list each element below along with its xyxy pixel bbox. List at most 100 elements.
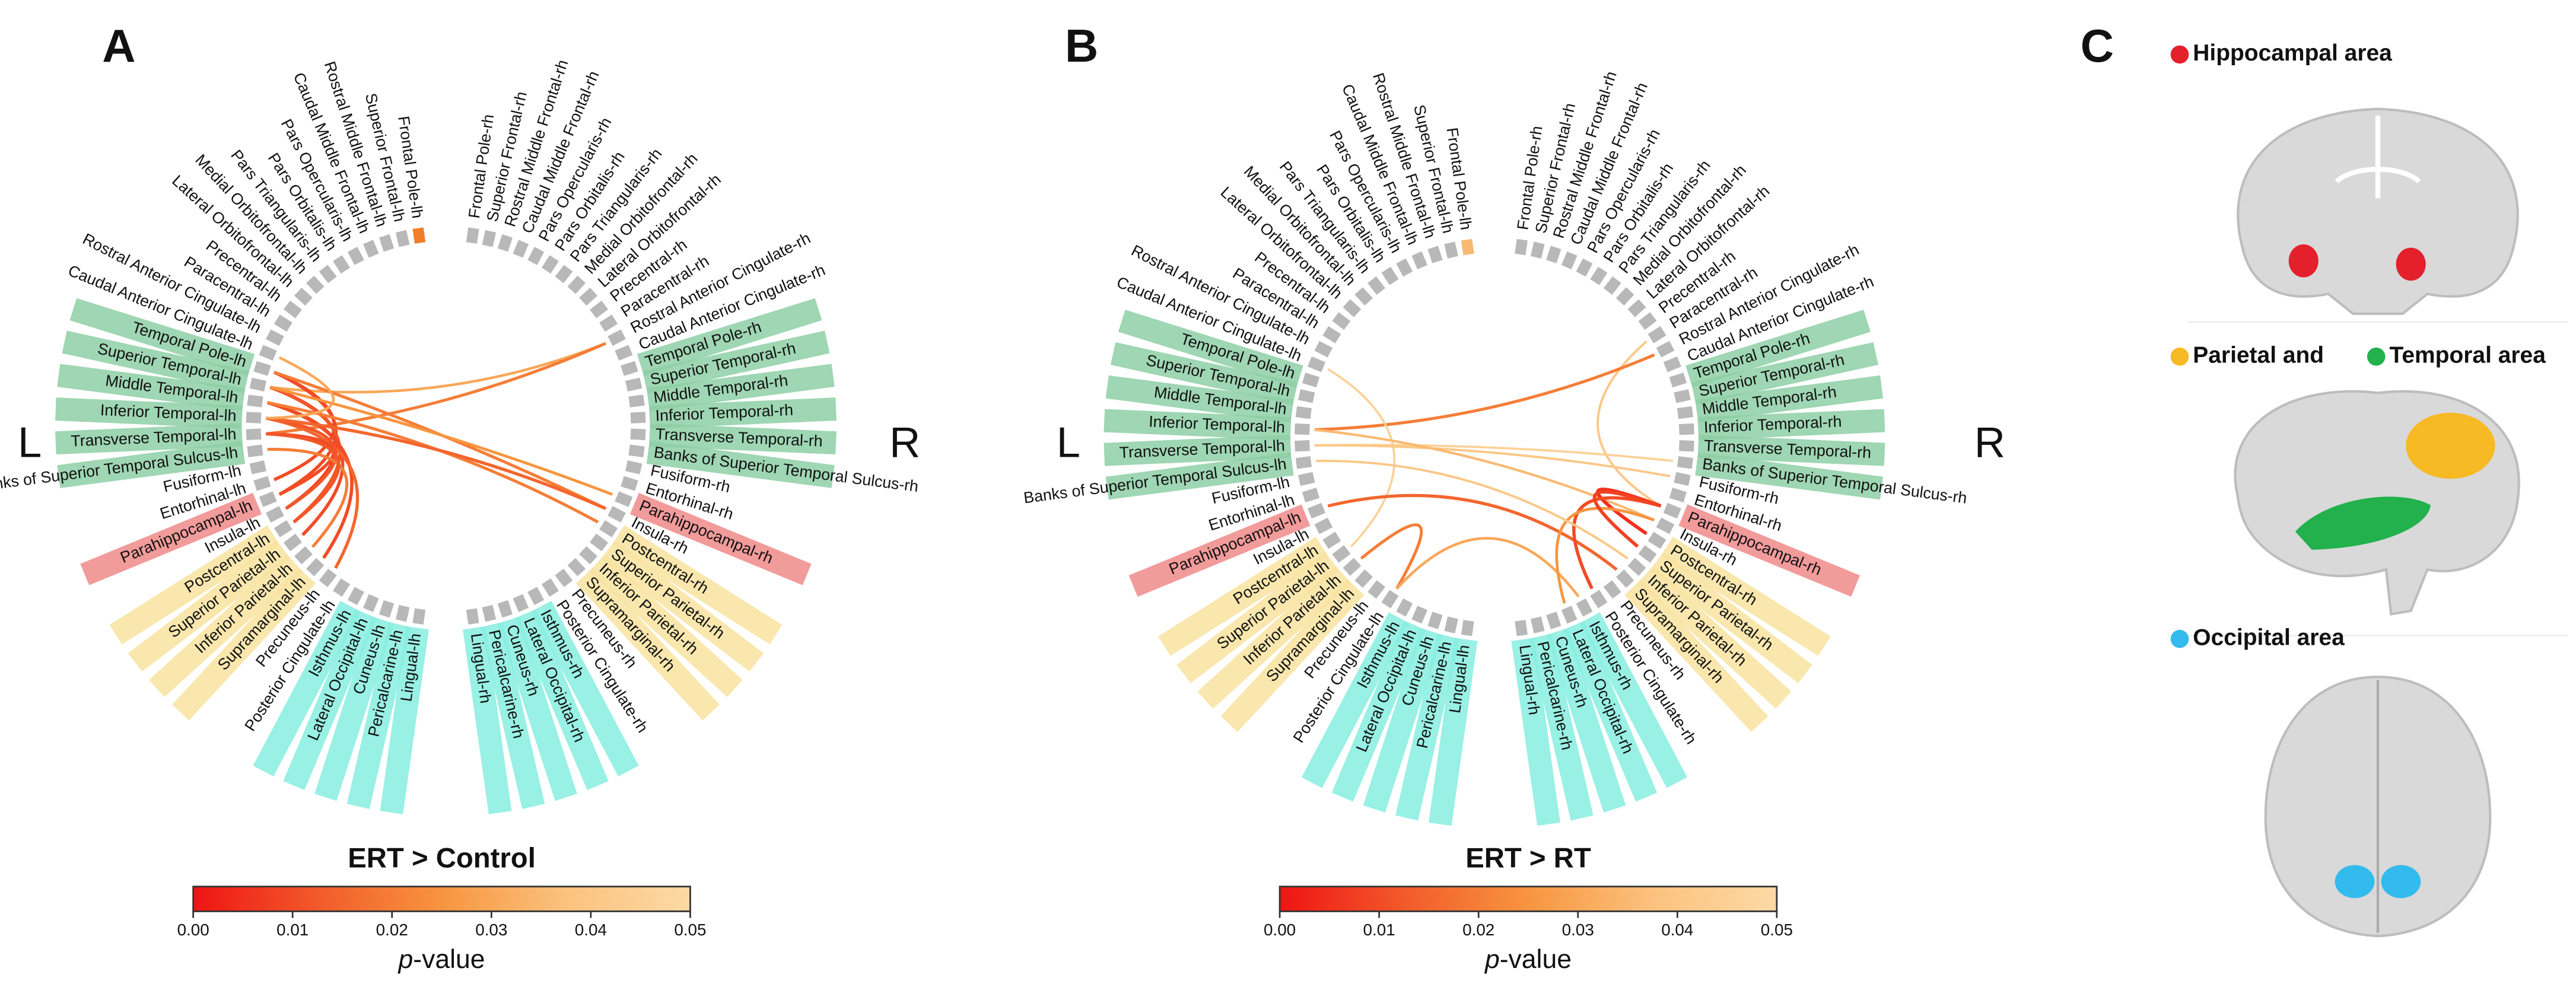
node-segment (608, 329, 626, 346)
colorbar-label-rest: -value (413, 945, 485, 974)
region-band (589, 554, 743, 698)
node-segment (1615, 569, 1634, 588)
node-segment (1381, 590, 1399, 609)
node-segment (1530, 616, 1545, 633)
node-segment (1656, 517, 1675, 534)
node-segment (1381, 266, 1399, 285)
node-segment (1669, 372, 1687, 388)
node-segment (1427, 246, 1443, 263)
node-segment (1322, 531, 1341, 549)
node-segment (412, 608, 426, 625)
node-segment (1314, 517, 1333, 534)
node-segment (1603, 276, 1621, 295)
region-node: Frontal Pole-lh (1443, 126, 1475, 256)
node-segment (1546, 246, 1561, 263)
node-segment (1302, 488, 1320, 503)
node-segment (527, 247, 545, 265)
region-band (1197, 566, 1351, 709)
node-segment (555, 568, 573, 587)
region-band (128, 540, 291, 672)
node-segment (1367, 580, 1386, 599)
left-label: L (18, 419, 42, 467)
region-band (55, 423, 243, 455)
node-segment (1411, 251, 1428, 270)
node-segment (1411, 606, 1428, 624)
node-segment (1627, 299, 1646, 317)
region-band (1697, 409, 1885, 441)
region-band (1176, 552, 1340, 683)
node-segment (362, 240, 379, 258)
region-band (1563, 620, 1658, 802)
node-segment (1576, 598, 1593, 617)
connection (266, 432, 335, 496)
connection (266, 416, 607, 510)
node-segment (1396, 258, 1413, 277)
node-segment (1444, 616, 1458, 633)
node-segment (395, 604, 410, 622)
region-band (649, 423, 837, 455)
node-segment (1461, 238, 1474, 256)
colorbar-label-rest: -value (1500, 945, 1572, 974)
node-segment (1590, 590, 1608, 609)
node-segment (1302, 372, 1320, 388)
node-segment (527, 587, 545, 606)
node-segment (1298, 389, 1315, 403)
node-segment (497, 234, 513, 252)
node-segment (1674, 472, 1691, 486)
colorbar-title: ERT > Control (348, 843, 536, 874)
node-segment (1615, 287, 1634, 306)
node-segment (1674, 389, 1691, 403)
region-band (1363, 628, 1443, 813)
node-segment (347, 587, 364, 606)
node-segment (615, 491, 633, 507)
connection (1314, 428, 1655, 521)
colorbar-tick-label: 0.03 (475, 921, 507, 939)
region-band (1624, 579, 1769, 732)
node-segment (541, 255, 559, 274)
node-segment (630, 412, 646, 423)
node-segment (579, 546, 597, 565)
region-band (172, 568, 316, 721)
node-segment (379, 234, 395, 252)
node-segment (1669, 488, 1687, 503)
colorbar (192, 886, 691, 912)
node-segment (1298, 472, 1315, 486)
node-segment (1561, 606, 1578, 624)
region-band (57, 364, 246, 411)
node-segment (379, 600, 395, 618)
colorbar-label: p-value (1484, 945, 1572, 974)
region-band (62, 330, 250, 394)
node-segment (1295, 456, 1312, 469)
node-segment (319, 568, 337, 587)
node-segment (1638, 545, 1657, 563)
connection (267, 448, 348, 548)
node-segment (615, 345, 633, 361)
node-segment (294, 287, 313, 306)
panel: C Hippocampal area Parietal and Temporal ar… (2081, 20, 2546, 650)
colorbar-tick-label: 0.02 (376, 921, 408, 939)
region-band (1511, 638, 1560, 826)
legend-dot (2367, 347, 2386, 366)
region-band (1637, 566, 1792, 709)
connection (267, 401, 599, 524)
node-segment (1638, 312, 1657, 330)
node-segment (294, 546, 313, 565)
region-band (1158, 536, 1328, 656)
node-segment (555, 265, 573, 284)
node-segment (628, 394, 645, 407)
region-band (1697, 435, 1885, 466)
region-node: Inferior Temporal-rh (630, 397, 837, 429)
node-segment (1343, 299, 1362, 317)
colorbar-tick-label: 0.01 (1363, 921, 1395, 939)
region-band (629, 492, 812, 585)
coronal-brain (2237, 107, 2519, 315)
node-segment (1663, 356, 1681, 372)
node-segment (1354, 287, 1373, 306)
region-band (1695, 375, 1884, 423)
region-band (346, 622, 412, 810)
connection (1314, 444, 1671, 477)
region-band (1220, 579, 1365, 732)
legend-text: Parietal and (2193, 343, 2324, 368)
node-segment (513, 240, 529, 258)
